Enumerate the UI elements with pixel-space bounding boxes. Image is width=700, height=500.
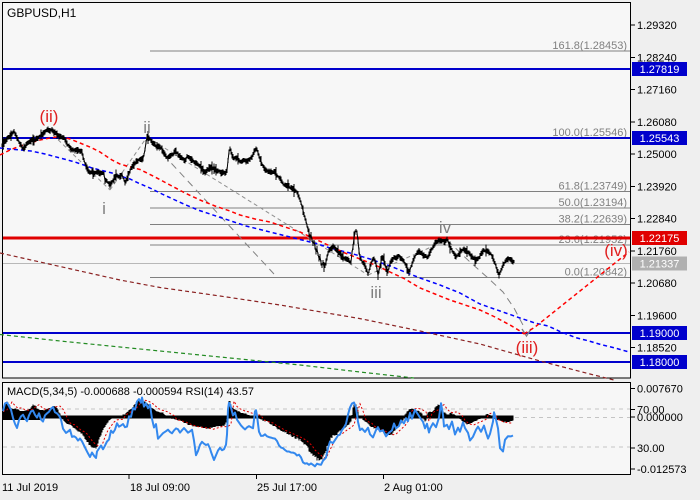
svg-text:1.22840: 1.22840: [637, 214, 677, 226]
svg-text:1.28240: 1.28240: [637, 52, 677, 64]
svg-text:1.19600: 1.19600: [637, 310, 677, 322]
svg-text:iv: iv: [439, 218, 452, 237]
svg-text:1.22175: 1.22175: [640, 233, 680, 245]
svg-text:1.21760: 1.21760: [637, 246, 677, 258]
svg-text:0.0(1.20842): 0.0(1.20842): [565, 267, 627, 279]
svg-text:-0.012573: -0.012573: [637, 464, 687, 476]
svg-text:0.007670: 0.007670: [637, 384, 683, 396]
svg-text:161.8(1.28453): 161.8(1.28453): [552, 40, 627, 52]
svg-text:2 Aug 01:00: 2 Aug 01:00: [384, 482, 443, 494]
svg-text:25 Jul 17:00: 25 Jul 17:00: [257, 482, 317, 494]
svg-text:(ii): (ii): [40, 107, 59, 126]
svg-text:1.21337: 1.21337: [640, 259, 680, 271]
svg-text:18 Jul 09:00: 18 Jul 09:00: [130, 482, 190, 494]
svg-text:1.25543: 1.25543: [640, 133, 680, 145]
svg-text:iii: iii: [370, 283, 381, 302]
svg-text:0.000000: 0.000000: [637, 412, 683, 424]
svg-text:1.20680: 1.20680: [637, 278, 677, 290]
svg-text:ii: ii: [143, 118, 151, 137]
svg-text:1.27819: 1.27819: [640, 64, 680, 76]
svg-text:(iv): (iv): [604, 241, 628, 260]
svg-text:1.19000: 1.19000: [640, 328, 680, 340]
svg-text:11 Jul 2019: 11 Jul 2019: [2, 482, 58, 494]
svg-text:1.25000: 1.25000: [637, 149, 677, 161]
svg-text:50.0(1.23194): 50.0(1.23194): [559, 197, 628, 209]
svg-text:100.0(1.25546): 100.0(1.25546): [552, 127, 627, 139]
svg-text:61.8(1.23749): 61.8(1.23749): [559, 181, 628, 193]
svg-text:MACD(5,34,5) -0.000688 -0.0005: MACD(5,34,5) -0.000688 -0.000594 RSI(14)…: [7, 386, 254, 398]
svg-text:1.18520: 1.18520: [637, 343, 677, 355]
svg-text:70.00: 70.00: [637, 404, 665, 416]
svg-text:GBPUSD,H1: GBPUSD,H1: [7, 6, 77, 20]
svg-text:38.2(1.22639): 38.2(1.22639): [559, 214, 628, 226]
svg-text:1.27160: 1.27160: [637, 85, 677, 97]
svg-text:30.00: 30.00: [637, 443, 665, 455]
svg-text:(iii): (iii): [516, 338, 539, 357]
svg-text:i: i: [102, 199, 106, 218]
svg-text:1.23920: 1.23920: [637, 181, 677, 193]
svg-text:1.18000: 1.18000: [640, 357, 680, 369]
svg-text:1.26080: 1.26080: [637, 117, 677, 129]
svg-text:1.29320: 1.29320: [637, 20, 677, 32]
